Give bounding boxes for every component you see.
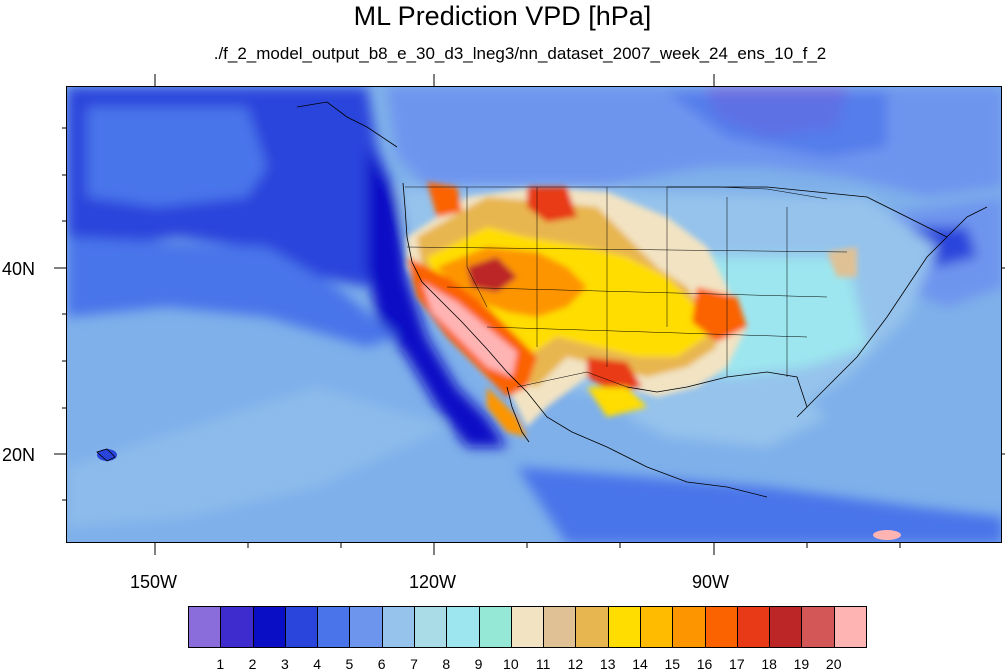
colorbar-swatch [349, 606, 383, 648]
colorbar-swatch [414, 606, 448, 648]
tropical-feature [873, 530, 901, 540]
colorbar-swatch [801, 606, 835, 648]
colorbar-swatch [252, 606, 286, 648]
colorbar-swatch [317, 606, 351, 648]
colorbar-swatch [575, 606, 609, 648]
x-tick-label: 120W [409, 572, 457, 592]
colorbar-label: 15 [664, 656, 681, 672]
colorbar-label: 13 [599, 656, 616, 672]
colorbar-swatch [446, 606, 480, 648]
colorbar-label: 6 [377, 656, 386, 672]
colorbar-label: 10 [503, 656, 519, 672]
map-title: ML Prediction VPD [hPa] [353, 1, 652, 31]
colorbar-label: 8 [442, 656, 451, 672]
colorbar-swatch [543, 606, 577, 648]
hawaii-feature [97, 449, 117, 461]
colorbar [188, 606, 867, 648]
colorbar-label: 11 [535, 656, 551, 672]
colorbar-swatch [607, 606, 641, 648]
colorbar-label: 18 [761, 656, 777, 672]
colorbar-swatch [672, 606, 706, 648]
colorbar-label: 7 [410, 656, 418, 672]
x-tick-label: 150W [130, 572, 178, 592]
x-tick-label: 90W [692, 572, 730, 592]
y-tick-label: 20N [2, 445, 36, 465]
colorbar-label: 1 [216, 656, 225, 672]
colorbar-label: 20 [825, 656, 842, 672]
colorbar-swatch [833, 606, 867, 648]
y-tick-label: 40N [2, 259, 36, 279]
colorbar-swatch [381, 606, 415, 648]
vpd-map-canvas [67, 87, 1001, 542]
colorbar-swatch [736, 606, 771, 648]
colorbar-label: 3 [280, 656, 289, 672]
colorbar-label: 16 [696, 656, 713, 672]
colorbar-swatch [188, 606, 222, 648]
map-subtitle: ./f_2_model_output_b8_e_30_d3_lneg3/nn_d… [213, 44, 827, 63]
colorbar-swatch [640, 606, 674, 648]
colorbar-label: 14 [632, 656, 648, 672]
vpd-map [66, 86, 1002, 543]
colorbar-label: 12 [567, 656, 584, 672]
colorbar-swatch [284, 606, 319, 648]
colorbar-swatch [510, 606, 545, 648]
colorbar-label: 2 [248, 656, 257, 672]
colorbar-swatch [769, 606, 803, 648]
colorbar-label: 19 [793, 656, 810, 672]
colorbar-label: 17 [729, 656, 745, 672]
colorbar-label: 4 [313, 656, 322, 672]
colorbar-swatch [478, 606, 512, 648]
colorbar-swatch [220, 606, 254, 648]
colorbar-label: 9 [474, 656, 483, 672]
borders [405, 186, 848, 388]
colorbar-swatch [704, 606, 738, 648]
colorbar-label: 5 [345, 656, 354, 672]
